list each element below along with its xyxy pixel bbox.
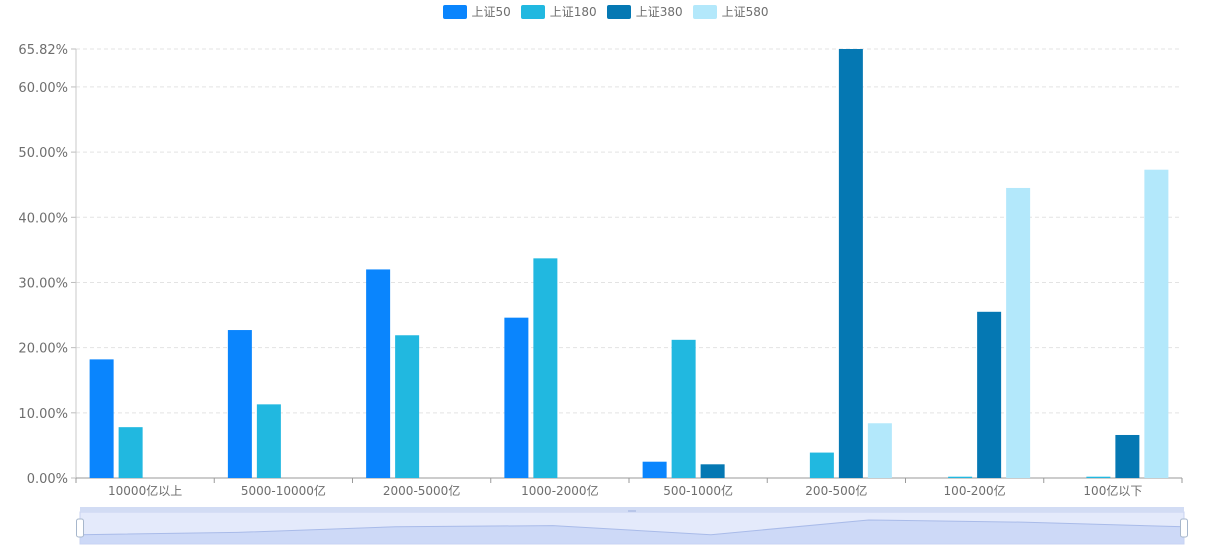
bar[interactable]	[809, 452, 834, 478]
bar[interactable]	[1006, 187, 1031, 478]
legend-item[interactable]: 上证50	[442, 3, 511, 20]
legend-label: 上证580	[721, 5, 769, 19]
legend-item[interactable]: 上证580	[692, 3, 769, 20]
bar[interactable]	[256, 404, 281, 478]
y-tick-label: 20.00%	[18, 342, 68, 357]
datazoom-right-handle[interactable]	[1180, 518, 1188, 538]
x-tick-label: 5000-10000亿	[241, 483, 326, 498]
y-tick-label: 50.00%	[18, 146, 68, 161]
chart-legend: 上证50 上证180 上证380 上证580	[0, 3, 1211, 20]
bar[interactable]	[118, 427, 143, 478]
bar[interactable]	[395, 335, 420, 478]
x-tick-label: 500-1000亿	[663, 483, 733, 498]
y-tick-label: 30.00%	[18, 276, 68, 291]
legend-item[interactable]: 上证380	[606, 3, 683, 20]
y-tick-label: 60.00%	[18, 81, 68, 96]
bar[interactable]	[671, 339, 696, 478]
datazoom-shadow-line	[79, 519, 1185, 536]
bar[interactable]	[700, 464, 725, 478]
legend-swatch	[520, 4, 545, 19]
bar[interactable]	[642, 461, 667, 478]
legend-swatch	[692, 4, 717, 19]
x-tick-label: 1000-2000亿	[521, 483, 598, 498]
bar[interactable]	[366, 269, 391, 478]
y-tick-label: 65.82%	[18, 43, 68, 58]
x-tick-label: 10000亿以上	[108, 483, 182, 498]
x-tick-label: 100亿以下	[1083, 483, 1142, 498]
bar[interactable]	[1115, 434, 1140, 478]
bar[interactable]	[1144, 169, 1169, 478]
bar[interactable]	[533, 258, 558, 478]
legend-label: 上证380	[635, 5, 683, 19]
x-tick-label: 200-500亿	[805, 483, 867, 498]
legend-label: 上证50	[471, 5, 511, 19]
bar[interactable]	[867, 423, 892, 478]
x-tick-label: 2000-5000亿	[383, 483, 460, 498]
y-tick-label: 0.00%	[27, 472, 68, 487]
bar[interactable]	[504, 317, 529, 478]
datazoom-left-handle[interactable]	[76, 518, 84, 538]
y-tick-label: 40.00%	[18, 211, 68, 226]
y-tick-label: 10.00%	[18, 407, 68, 422]
bar[interactable]	[977, 311, 1002, 478]
x-tick-label: 100-200亿	[944, 483, 1006, 498]
bar[interactable]	[89, 359, 114, 478]
legend-swatch	[606, 4, 631, 19]
legend-label: 上证180	[549, 5, 597, 19]
bar[interactable]	[227, 330, 252, 478]
bar[interactable]	[1086, 476, 1111, 478]
bar[interactable]	[948, 476, 973, 478]
legend-swatch	[442, 4, 467, 19]
datazoom-shadow-area	[80, 520, 1184, 544]
legend-item[interactable]: 上证180	[520, 3, 597, 20]
bar[interactable]	[838, 49, 863, 478]
datazoom-move-handle[interactable]	[628, 510, 636, 512]
datazoom-top-band	[80, 507, 1184, 512]
